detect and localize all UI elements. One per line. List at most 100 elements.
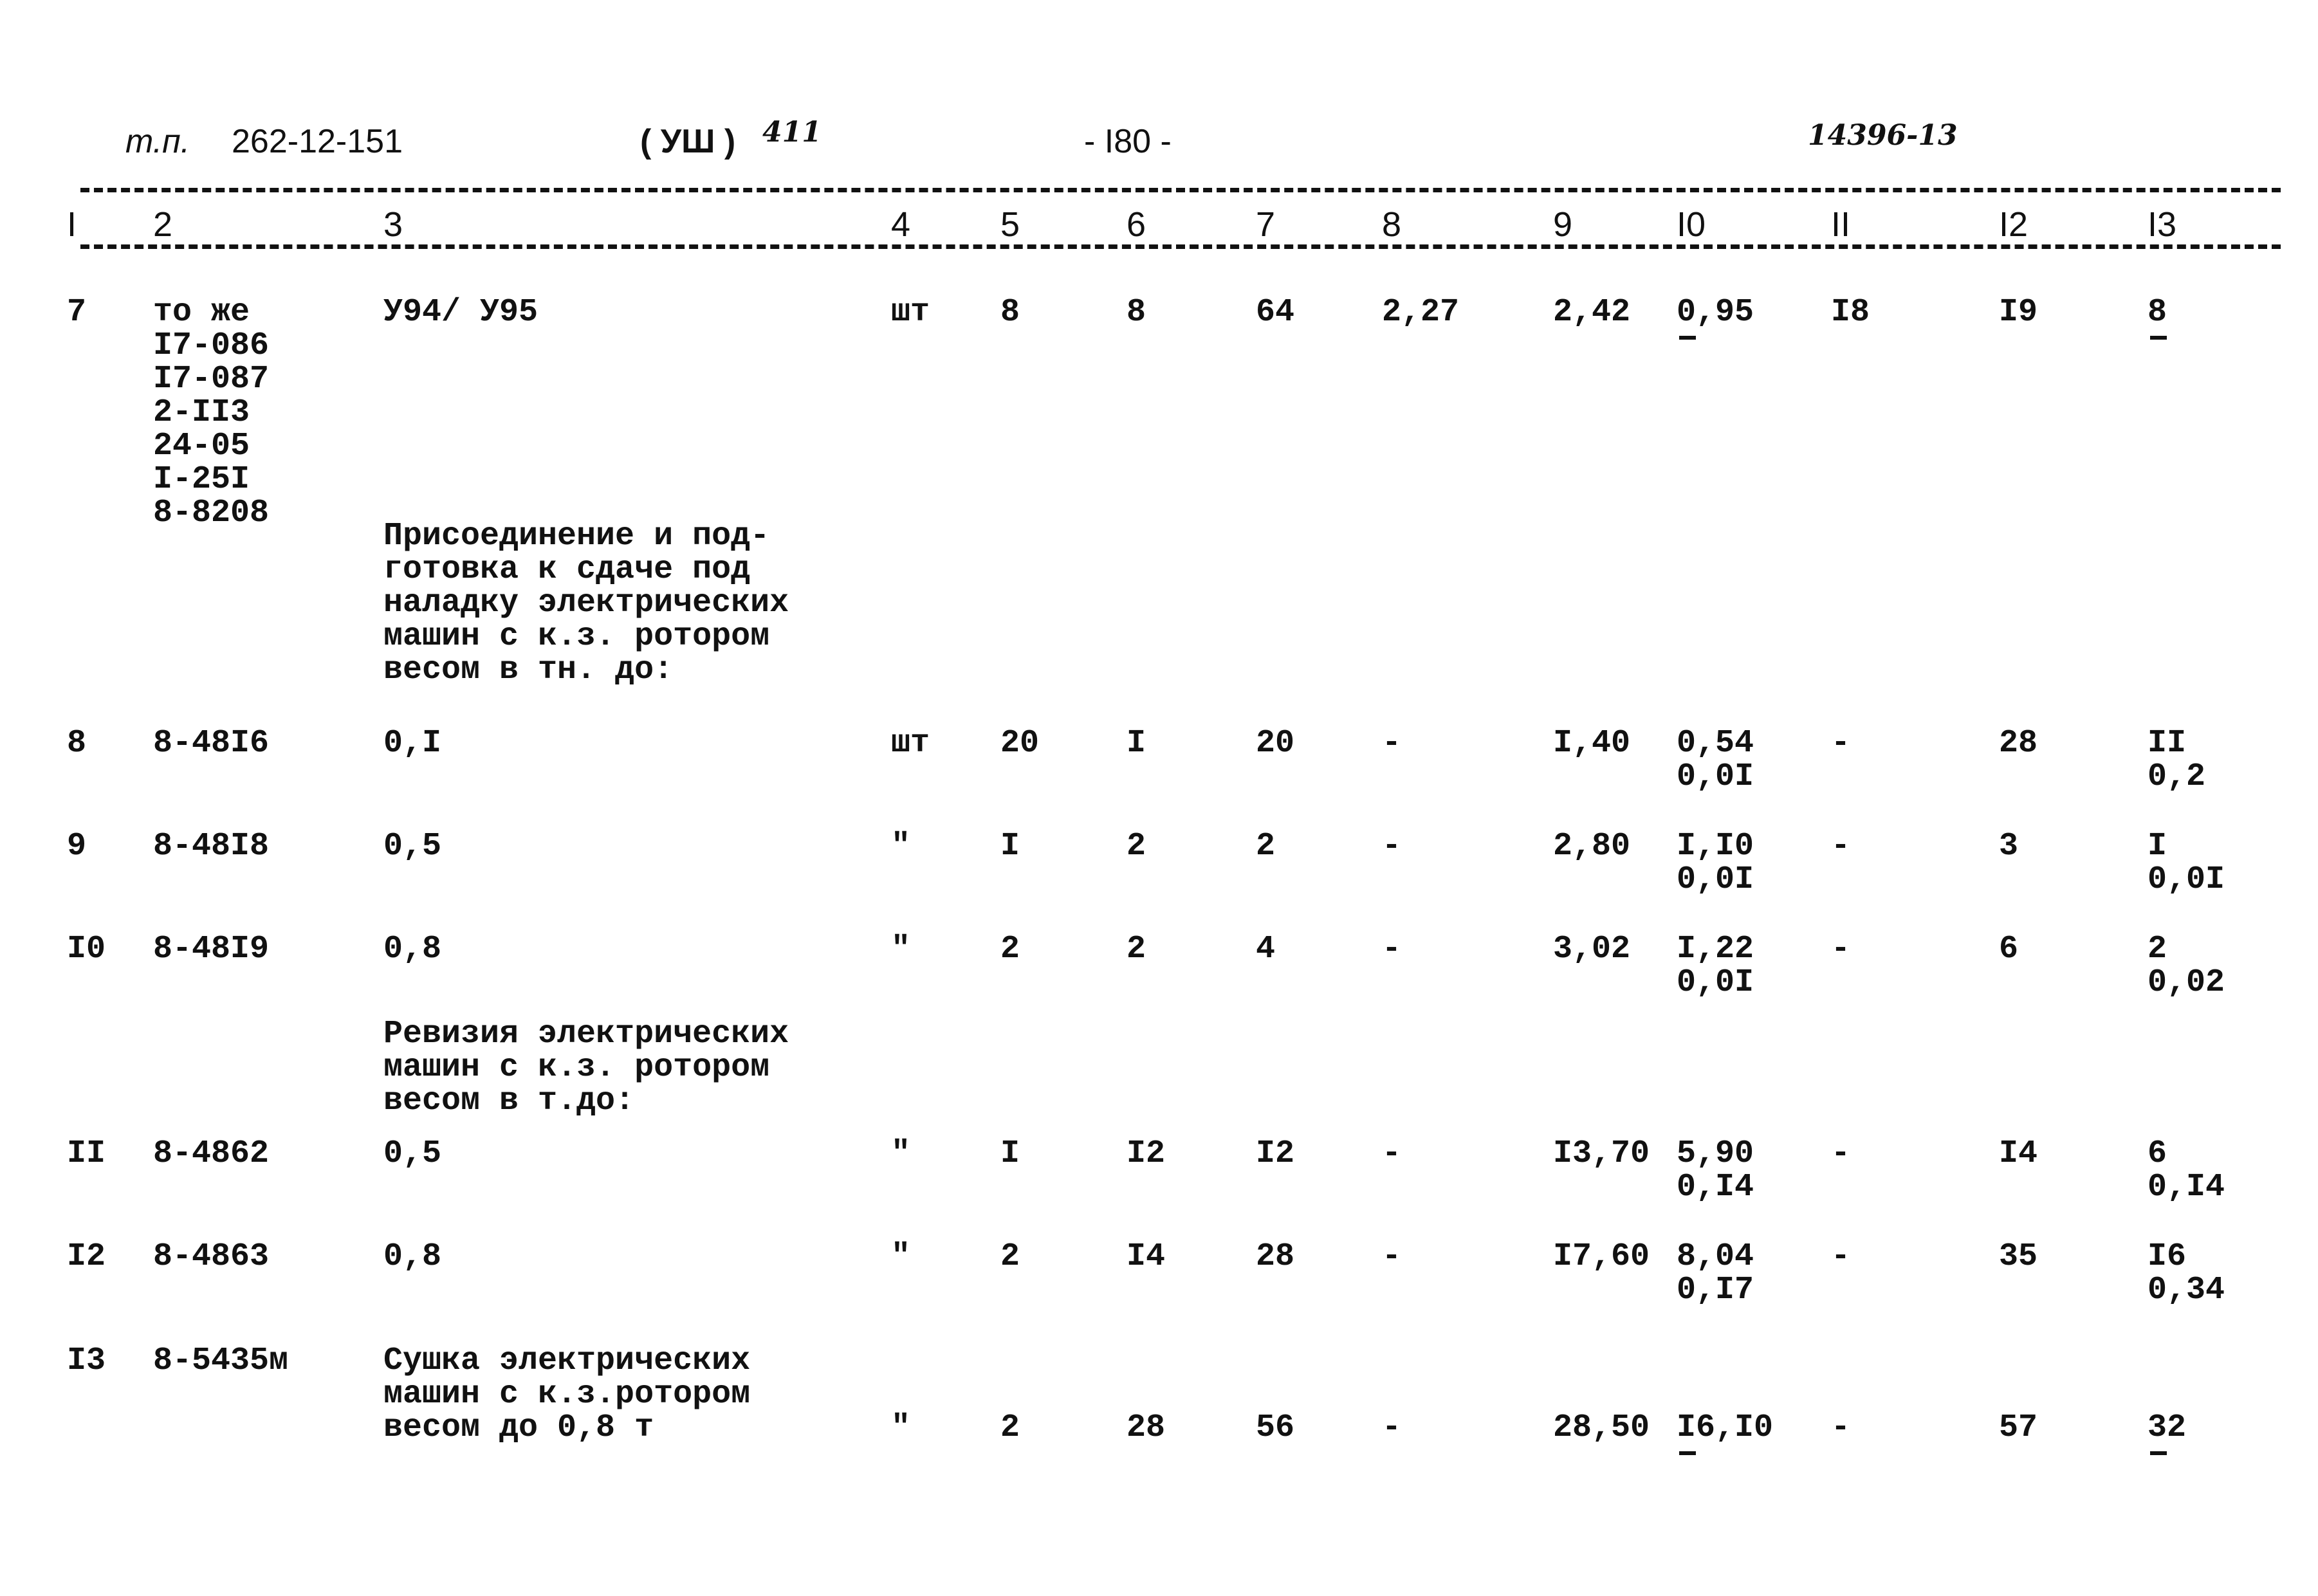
cell-col13: 2 0,02: [2148, 931, 2225, 1001]
cell-unit: ": [891, 931, 911, 968]
cell-col8: 2,27: [1382, 294, 1460, 331]
cell-unit: шт: [891, 294, 930, 331]
cell-col13: II 0,2: [2148, 725, 2206, 795]
cell-col11: -: [1831, 828, 1851, 865]
table-top-rule: [80, 188, 2281, 192]
cell-description: 0,8: [383, 931, 442, 968]
cell-row-number: I0: [67, 931, 106, 968]
cell-col13: 8: [2148, 296, 2167, 340]
column-header-12: I2: [1999, 205, 2028, 244]
cell-quantity: 2: [1000, 1409, 1020, 1446]
cell-col8: -: [1382, 931, 1402, 968]
cell-unit: ": [891, 1135, 911, 1172]
cell-unit: шт: [891, 725, 930, 762]
cell-col10: I,22 0,0I: [1677, 931, 1754, 1001]
cell-col11: -: [1831, 1135, 1851, 1172]
cell-row-number: II: [67, 1135, 106, 1172]
project-prefix: т.п.: [125, 123, 190, 160]
cell-col6: I2: [1127, 1135, 1166, 1172]
cell-col13: I 0,0I: [2148, 828, 2225, 898]
cell-col12: I9: [1999, 294, 2038, 331]
cell-col8: -: [1382, 1135, 1402, 1172]
cell-col10: I6,I0: [1677, 1411, 1773, 1455]
cell-col7: I2: [1256, 1135, 1295, 1172]
cell-col10: 8,04 0,I7: [1677, 1238, 1754, 1308]
cell-col9: I3,70: [1553, 1135, 1650, 1172]
cell-col11: -: [1831, 931, 1851, 968]
cell-col12: 28: [1999, 725, 2038, 762]
cell-col9: I7,60: [1553, 1238, 1650, 1275]
cell-code: 8-48I6: [153, 725, 270, 762]
section-handwritten-note: 411: [762, 116, 822, 149]
cell-col8: -: [1382, 725, 1402, 762]
project-code: 262-12-151: [232, 123, 403, 160]
cell-col13: I6 0,34: [2148, 1238, 2225, 1308]
cell-description: 0,8: [383, 1238, 442, 1275]
cell-code: 8-4862: [153, 1135, 270, 1172]
cell-col11: -: [1831, 1409, 1851, 1446]
cell-col9: 3,02: [1553, 931, 1631, 968]
cell-description: 0,5: [383, 828, 442, 865]
cell-row-number: I2: [67, 1238, 106, 1275]
cell-col9: I,40: [1553, 725, 1631, 762]
cell-code: 8-48I9: [153, 931, 270, 968]
column-header-7: 7: [1256, 205, 1276, 244]
section-title: Присоединение и под- готовка к сдаче под…: [383, 518, 789, 688]
cell-unit: ": [891, 828, 911, 865]
cell-col11: I8: [1831, 294, 1870, 331]
column-header-5: 5: [1000, 205, 1020, 244]
cell-col6: I: [1127, 725, 1146, 762]
cell-col12: 35: [1999, 1238, 2038, 1275]
section-label: ( УШ ): [640, 123, 736, 160]
column-header-6: 6: [1127, 205, 1146, 244]
cell-quantity: I: [1000, 1135, 1020, 1172]
cell-code: то же I7-086 I7-087 2-II3 24-05 I-25I 8-…: [153, 294, 270, 531]
cell-col11: -: [1831, 1238, 1851, 1275]
page-number: - I80 -: [1084, 123, 1172, 160]
cell-unit: ": [891, 1409, 911, 1446]
cell-col8: -: [1382, 828, 1402, 865]
cell-col10: 5,90 0,I4: [1677, 1135, 1754, 1206]
cell-col10: 0,95: [1677, 296, 1754, 340]
cell-quantity: 20: [1000, 725, 1040, 762]
cell-col6: 28: [1127, 1409, 1166, 1446]
cell-col6: 2: [1127, 828, 1146, 865]
sheet-handwritten-note: 14396-13: [1808, 119, 1958, 152]
cell-description: 0,I: [383, 725, 442, 762]
cell-row-number: 7: [67, 294, 87, 331]
cell-quantity: 2: [1000, 931, 1020, 968]
cell-code: 8-5435м: [153, 1343, 289, 1379]
cell-unit: ": [891, 1238, 911, 1275]
cell-col7: 28: [1256, 1238, 1295, 1275]
column-header-8: 8: [1382, 205, 1402, 244]
cell-col6: 2: [1127, 931, 1146, 968]
cell-col7: 56: [1256, 1409, 1295, 1446]
cell-col9: 28,50: [1553, 1409, 1650, 1446]
cell-quantity: 8: [1000, 294, 1020, 331]
cell-col13: 6 0,I4: [2148, 1135, 2225, 1206]
cell-col7: 64: [1256, 294, 1295, 331]
cell-col7: 20: [1256, 725, 1295, 762]
table-header-rule: [80, 244, 2281, 249]
cell-row-number: 8: [67, 725, 87, 762]
section-title: Ревизия электрических машин с к.з. ротор…: [383, 1016, 789, 1119]
cell-col7: 4: [1256, 931, 1276, 968]
cell-code: 8-48I8: [153, 828, 270, 865]
cell-col10: I,I0 0,0I: [1677, 828, 1754, 898]
column-header-10: I0: [1677, 205, 1706, 244]
cell-col10: 0,54 0,0I: [1677, 725, 1754, 795]
cell-col8: -: [1382, 1238, 1402, 1275]
cell-col13: 32: [2148, 1411, 2186, 1455]
column-header-13: I3: [2148, 205, 2177, 244]
cell-col9: 2,80: [1553, 828, 1631, 865]
column-header-9: 9: [1553, 205, 1573, 244]
cell-row-number: I3: [67, 1343, 106, 1379]
cell-row-number: 9: [67, 828, 87, 865]
cell-quantity: 2: [1000, 1238, 1020, 1275]
column-header-1: I: [67, 205, 77, 244]
cell-col12: 57: [1999, 1409, 2038, 1446]
cell-quantity: I: [1000, 828, 1020, 865]
column-header-4: 4: [891, 205, 911, 244]
cell-col12: 3: [1999, 828, 2019, 865]
cell-col6: 8: [1127, 294, 1146, 331]
